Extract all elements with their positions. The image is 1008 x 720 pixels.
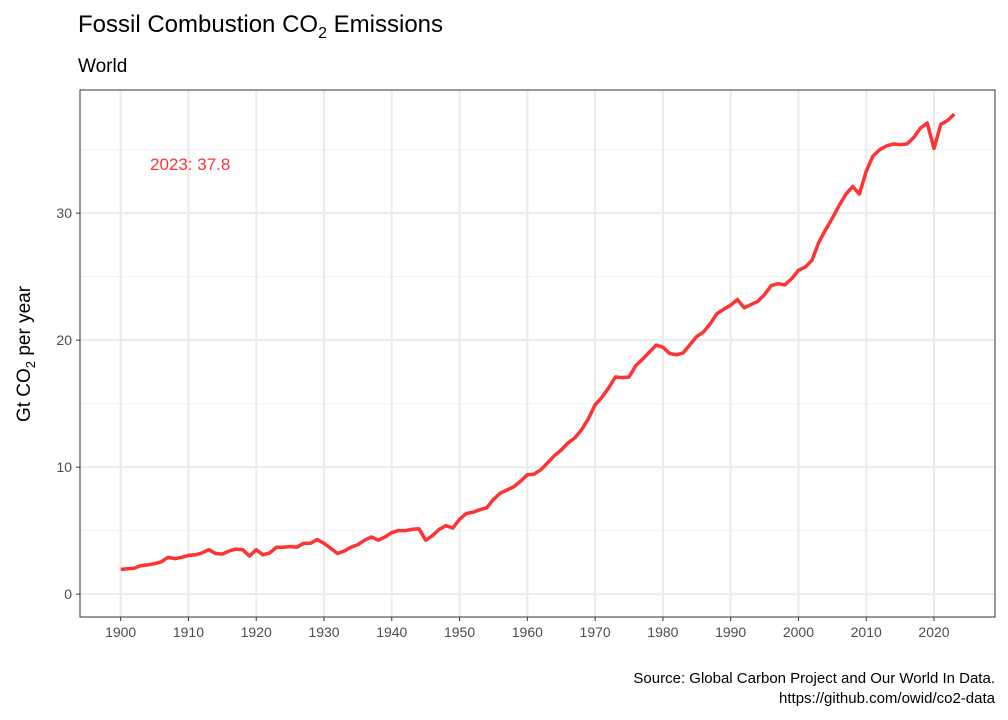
x-tick-label: 1970	[580, 624, 611, 640]
ylabel-pre: Gt CO	[14, 368, 35, 422]
plot-panel-border	[79, 89, 996, 618]
x-tick-label: 1920	[241, 624, 272, 640]
y-tick-label: 0	[64, 586, 72, 602]
grid	[80, 90, 995, 617]
x-tick-label: 1950	[444, 624, 475, 640]
chart-subtitle: World	[78, 56, 127, 77]
series-line-world	[120, 112, 956, 572]
x-tick-label: 1960	[512, 624, 543, 640]
y-tick-label: 30	[56, 205, 72, 221]
chart-title: Fossil Combustion CO2 Emissions	[78, 11, 443, 42]
ylabel-sub: 2	[23, 361, 38, 368]
x-tick-label: 1910	[173, 624, 204, 640]
y-tick-label: 10	[56, 459, 72, 475]
title-post: Emissions	[327, 11, 443, 38]
axes: 0 10 20 30 1900 1910 1920 1930 1940 1950 1960 1970 1…	[56, 205, 949, 640]
x-tick-label: 2000	[783, 624, 814, 640]
y-tick-label: 20	[56, 332, 72, 348]
source-line-1: Source: Global Carbon Project and Our Wo…	[633, 670, 995, 687]
x-tick-label: 1990	[715, 624, 746, 640]
title-pre: Fossil Combustion CO	[78, 11, 318, 38]
x-tick-label: 1930	[308, 624, 339, 640]
x-tick-label: 1980	[647, 624, 678, 640]
y-axis-label: Gt CO2 per year	[14, 285, 38, 422]
x-tick-label: 2020	[918, 624, 949, 640]
x-tick-label: 2010	[851, 624, 882, 640]
annotation-last-value: 2023: 37.8	[150, 155, 230, 174]
x-tick-label: 1900	[105, 624, 136, 640]
title-sub: 2	[318, 25, 327, 42]
x-tick-label: 1940	[376, 624, 407, 640]
source-line-2: https://github.com/owid/co2-data	[779, 690, 996, 707]
ylabel-post: per year	[14, 285, 35, 361]
